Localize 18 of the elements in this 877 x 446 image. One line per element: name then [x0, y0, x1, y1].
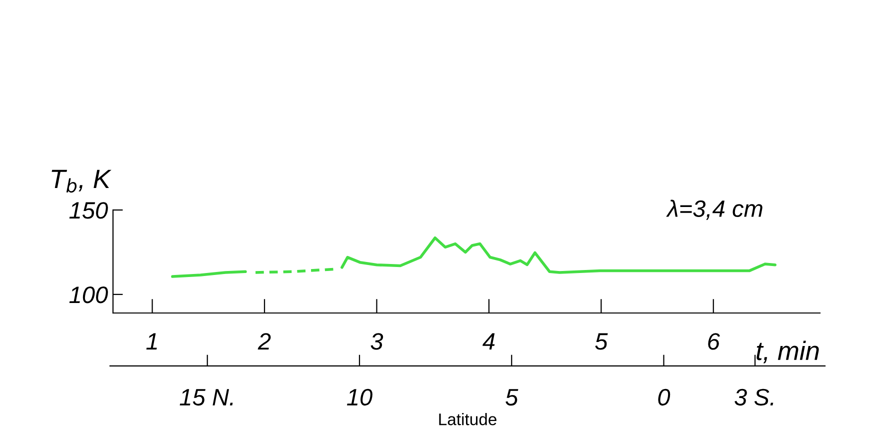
y-tick-label: 150: [69, 202, 108, 219]
y-tick-label: 100: [69, 286, 108, 304]
x2-tick-label: 3 S.: [734, 388, 774, 406]
x-tick-label: 2: [258, 333, 271, 350]
x2-tick-label: 15 N.: [180, 389, 233, 406]
x-tick-label: 5: [595, 333, 608, 350]
x-tick-label: 4: [482, 333, 495, 350]
x2-axis-title: Latitude: [439, 413, 496, 426]
line-series: [340, 236, 776, 274]
x-axis-title: t, min: [756, 340, 819, 364]
x-tick-label: 6: [708, 333, 720, 350]
y-axis-title: T$_{b}$, K: [52, 170, 112, 193]
x2-tick-label: 10: [346, 388, 372, 406]
x-tick-label: 3: [370, 333, 384, 350]
x-tick-label: 1: [146, 333, 157, 350]
x2-tick-label: 5: [506, 389, 518, 406]
annotation: λ=3,4 cm: [666, 200, 762, 220]
x2-tick-label: 0: [658, 388, 670, 406]
